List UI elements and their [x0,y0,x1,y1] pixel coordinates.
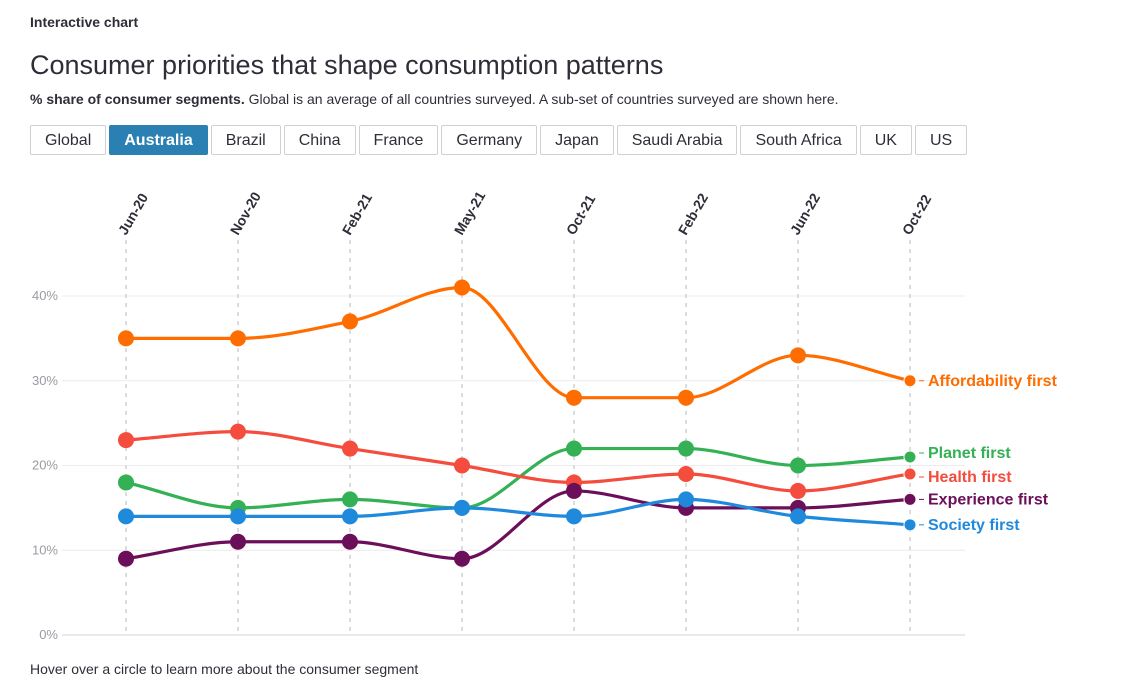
page-title: Consumer priorities that shape consumpti… [30,50,664,80]
data-point-experience-first[interactable] [118,550,134,567]
x-tick-label: May-21 [451,188,489,237]
data-point-affordability-first[interactable] [230,330,246,347]
data-point-society-first[interactable] [566,508,582,525]
data-point-planet-first[interactable] [118,474,134,491]
x-tick-label: Feb-21 [339,190,376,237]
tab-australia[interactable]: Australia [109,125,208,155]
data-point-experience-first[interactable] [903,492,917,506]
data-point-health-first[interactable] [454,457,470,474]
x-tick-label: Nov-20 [227,189,264,238]
tab-us[interactable]: US [914,125,968,155]
series-line-experience-first [125,489,911,561]
tab-south-africa[interactable]: South Africa [740,125,857,155]
x-tick-label: Feb-22 [675,190,712,237]
series-label-affordability-first: Affordability first [928,373,1058,390]
series-label-experience-first: Experience first [928,491,1049,508]
data-point-society-first[interactable] [454,499,470,516]
tab-saudi-arabia[interactable]: Saudi Arabia [616,125,738,155]
data-point-affordability-first[interactable] [903,374,917,388]
y-tick-label: 20% [32,458,58,473]
data-point-society-first[interactable] [790,508,806,525]
data-point-society-first[interactable] [230,508,246,525]
data-point-affordability-first[interactable] [342,313,358,330]
data-point-affordability-first[interactable] [678,389,694,406]
subtitle-bold: % share of consumer segments. [30,91,245,107]
y-tick-label: 0% [39,627,58,642]
x-tick-label: Oct-22 [899,192,935,238]
data-point-health-first[interactable] [118,432,134,449]
tab-china[interactable]: China [283,125,356,155]
data-point-health-first[interactable] [790,482,806,499]
series-line-planet-first [125,446,911,510]
y-tick-label: 10% [32,542,58,557]
data-point-society-first[interactable] [678,491,694,508]
line-chart: 0% 10% 20% 30% 40% Jun-20 Nov-20 Feb-21 May-21 Oc… [32,188,1058,642]
series-label-health-first: Health first [928,469,1012,486]
country-tabs: Global Australia Brazil China France Germany J… [30,125,968,155]
chart-kicker: Interactive chart [30,14,139,30]
y-tick-label: 30% [32,373,58,388]
x-tick-label: Oct-21 [563,192,599,238]
data-point-health-first[interactable] [230,423,246,440]
tab-france[interactable]: France [358,125,439,155]
data-point-society-first[interactable] [118,508,134,525]
series-line-society-first [126,497,911,527]
subtitle-text: Global is an average of all countries su… [244,91,839,107]
data-point-planet-first[interactable] [566,440,582,457]
footer-note: Hover over a circle to learn more about … [30,661,419,677]
series-line-affordability-first [126,285,911,400]
data-point-planet-first[interactable] [903,450,917,464]
y-tick-label: 40% [32,288,58,303]
data-point-society-first[interactable] [903,518,917,532]
data-point-affordability-first[interactable] [118,330,134,347]
data-point-affordability-first[interactable] [454,279,470,296]
data-point-affordability-first[interactable] [566,389,582,406]
x-tick-label: Jun-20 [115,190,152,237]
x-tick-label: Jun-22 [787,190,824,237]
data-point-experience-first[interactable] [566,482,582,499]
chart-subtitle: % share of consumer segments. Global is … [30,91,839,107]
data-point-planet-first[interactable] [790,457,806,474]
tab-germany[interactable]: Germany [441,125,538,155]
data-point-experience-first[interactable] [230,533,246,550]
data-point-society-first[interactable] [342,508,358,525]
data-point-health-first[interactable] [903,467,917,481]
data-point-affordability-first[interactable] [790,347,806,364]
tab-uk[interactable]: UK [859,125,912,155]
data-point-experience-first[interactable] [454,550,470,567]
tab-global[interactable]: Global [30,125,107,155]
series-label-planet-first: Planet first [928,445,1011,462]
series-label-society-first: Society first [928,517,1020,534]
data-point-planet-first[interactable] [678,440,694,457]
data-point-experience-first[interactable] [342,533,358,550]
data-point-planet-first[interactable] [342,491,358,508]
data-point-health-first[interactable] [678,465,694,482]
tab-japan[interactable]: Japan [540,125,614,155]
tab-brazil[interactable]: Brazil [210,125,281,155]
series-line-health-first [125,429,911,493]
data-point-health-first[interactable] [342,440,358,457]
